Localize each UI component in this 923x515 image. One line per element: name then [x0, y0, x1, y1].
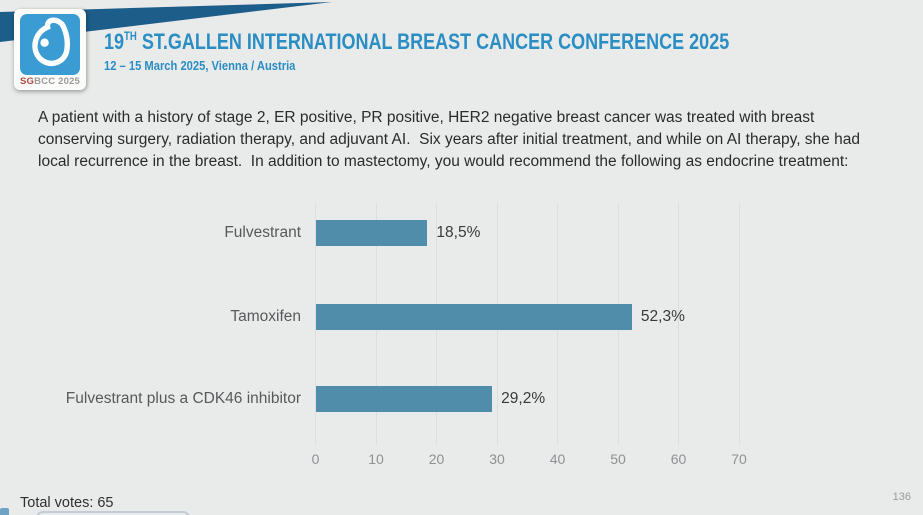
chart-bar [315, 220, 428, 246]
x-tick-label: 70 [731, 451, 747, 467]
sgbcc-logo: SGBCC 2025 [14, 9, 86, 90]
sgbcc-drop-icon [20, 14, 80, 75]
logo-caption: SGBCC 2025 [14, 76, 86, 87]
category-label: Fulvestrant plus a CDK46 inhibitor [65, 390, 301, 407]
value-label: 52,3% [640, 308, 685, 325]
chart-bar [315, 304, 632, 330]
category-label: Tamoxifen [230, 308, 301, 325]
bottom-partial-outline [36, 511, 190, 515]
x-tick-label: 20 [428, 451, 445, 467]
value-label: 18,5% [436, 224, 481, 241]
x-tick-label: 0 [311, 451, 320, 467]
chart-bar [315, 386, 493, 412]
title-superscript: TH [124, 29, 137, 43]
gridline-60 [678, 203, 679, 445]
gridline-70 [738, 203, 740, 445]
slide-page-number: 136 [892, 491, 911, 503]
conference-subtitle: 12 – 15 March 2025, Vienna / Austria [104, 58, 296, 73]
header-title-block: 19TH ST.GALLEN INTERNATIONAL BREAST CANC… [104, 29, 886, 75]
poll-question-text: A patient with a history of stage 2, ER … [38, 109, 865, 170]
value-label: 29,2% [501, 390, 546, 407]
x-tick-label: 30 [489, 451, 505, 467]
x-tick-label: 50 [610, 451, 626, 467]
logo-caption-bcc: BCC 2025 [34, 76, 81, 87]
logo-caption-sg: SG [19, 76, 35, 87]
bottom-left-accent [0, 508, 9, 515]
conference-title: 19TH ST.GALLEN INTERNATIONAL BREAST CANC… [104, 29, 730, 54]
x-tick-label: 40 [549, 451, 566, 467]
x-tick-label: 10 [368, 451, 384, 467]
x-tick-label: 60 [670, 451, 687, 467]
total-votes-label: Total votes: 65 [20, 495, 114, 511]
category-label: Fulvestrant [224, 224, 301, 241]
